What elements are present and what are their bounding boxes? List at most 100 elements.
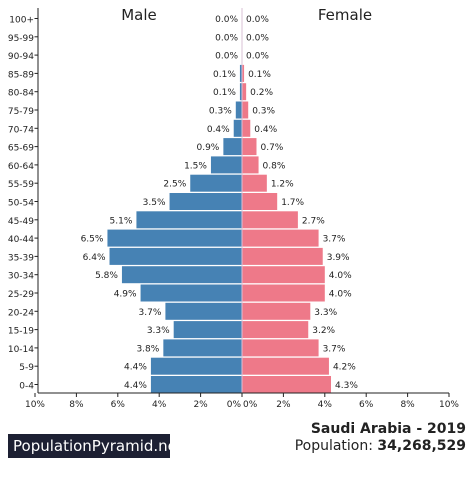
age-group-label: 95-99 (8, 34, 34, 44)
female-bar (242, 229, 319, 247)
male-bar (165, 302, 242, 320)
female-bar (242, 174, 267, 192)
age-group-label: 80-84 (8, 89, 34, 99)
age-group-label: 10-14 (8, 345, 34, 355)
female-value-label: 0.1% (248, 70, 271, 80)
male-bar (169, 193, 242, 210)
male-value-label: 3.8% (136, 344, 159, 354)
female-bar (242, 284, 325, 302)
age-group-label: 45-49 (8, 217, 34, 227)
female-bar (242, 376, 332, 393)
x-tick-label: 2% (193, 400, 208, 410)
male-title: Male (121, 6, 157, 24)
male-value-label: 2.5% (163, 180, 186, 190)
x-tick-label: 8% (400, 400, 415, 410)
female-value-label: 3.3% (314, 308, 337, 318)
male-bar (233, 119, 242, 137)
male-value-label: 0.0% (215, 15, 238, 25)
age-group-label: 55-59 (8, 180, 34, 190)
age-group-label: 65-69 (8, 144, 34, 154)
male-bar (121, 266, 242, 284)
female-bar (242, 211, 298, 229)
female-bar (242, 339, 319, 357)
male-value-label: 6.5% (81, 235, 104, 245)
female-bar (242, 321, 309, 339)
female-title: Female (318, 6, 372, 24)
age-group-label: 5-9 (19, 363, 34, 373)
male-value-label: 0.4% (207, 125, 230, 135)
x-tick-label: 4% (318, 400, 333, 410)
x-tick-label: 6% (111, 400, 126, 410)
male-bar (235, 101, 242, 119)
female-value-label: 0.7% (260, 143, 283, 153)
female-value-label: 4.3% (335, 381, 358, 391)
population-pyramid-chart: Male Female 0.0% 0.0% 0.0% 0.0% 0.0% 0.0% 0.1%… (8, 6, 460, 410)
male-value-label: 0.1% (213, 70, 236, 80)
female-value-label: 0.0% (246, 52, 269, 62)
age-group-label: 60-64 (8, 162, 34, 172)
country-year: Saudi Arabia - 2019 (310, 421, 466, 437)
age-group-label: 25-29 (8, 290, 34, 300)
age-group-label: 70-74 (8, 125, 34, 135)
female-bar (242, 357, 329, 375)
male-bar (150, 357, 242, 375)
female-bar (242, 266, 325, 284)
male-value-label: 5.8% (95, 271, 118, 281)
female-value-label: 1.2% (271, 180, 294, 190)
male-bar (223, 138, 242, 156)
female-value-label: 0.4% (254, 125, 277, 135)
x-tick-label: 6% (359, 400, 374, 410)
female-bar (242, 193, 278, 210)
female-value-label: 3.7% (323, 344, 346, 354)
male-value-label: 5.1% (110, 216, 133, 226)
male-value-label: 3.5% (143, 198, 166, 208)
age-group-label: 90-94 (8, 52, 34, 62)
male-value-label: 0.0% (215, 33, 238, 43)
population-caption: Population: 34,268,529 (295, 438, 466, 454)
x-tick-label: 0% (227, 400, 242, 410)
female-bar (242, 64, 245, 82)
age-group-label: 15-19 (8, 327, 34, 337)
male-value-label: 4.9% (114, 290, 137, 300)
male-value-label: 4.4% (124, 363, 147, 373)
female-value-label: 2.7% (302, 216, 325, 226)
age-group-label: 85-89 (8, 70, 34, 80)
male-value-label: 1.5% (184, 161, 207, 171)
male-bar (107, 229, 242, 247)
female-value-label: 4.2% (333, 363, 356, 373)
female-value-label: 4.0% (329, 290, 352, 300)
male-bar (210, 156, 242, 174)
male-value-label: 0.9% (196, 143, 219, 153)
male-bar (190, 174, 242, 192)
age-group-label: 30-34 (8, 272, 34, 282)
male-bar (109, 247, 243, 265)
female-bar (242, 83, 247, 101)
age-group-label: 50-54 (8, 199, 34, 209)
population-label: Population: (294, 438, 373, 454)
female-value-label: 3.7% (323, 235, 346, 245)
female-bar (242, 138, 257, 156)
age-group-label: 0-4 (19, 382, 34, 392)
male-value-label: 0.1% (213, 88, 236, 98)
male-value-label: 4.4% (124, 381, 147, 391)
male-value-label: 3.7% (139, 308, 162, 318)
female-value-label: 0.0% (246, 15, 269, 25)
x-tick-label: 2% (276, 400, 291, 410)
male-bar (136, 211, 242, 229)
age-group-label: 75-79 (8, 107, 34, 117)
female-bar (242, 119, 251, 137)
age-group-label: 35-39 (8, 253, 34, 263)
male-value-label: 0.3% (209, 107, 232, 117)
age-group-label: 40-44 (8, 235, 34, 245)
x-tick-label: 4% (152, 400, 167, 410)
female-value-label: 0.0% (246, 33, 269, 43)
x-tick-label: 10% (439, 400, 459, 410)
male-bar (163, 339, 242, 357)
brand-logo: PopulationPyramid.net (8, 434, 183, 458)
male-bar (150, 376, 242, 393)
female-value-label: 3.9% (327, 253, 350, 263)
female-value-label: 0.2% (250, 88, 273, 98)
male-value-label: 6.4% (83, 253, 106, 263)
female-value-label: 4.0% (329, 271, 352, 281)
female-bar (242, 101, 249, 119)
